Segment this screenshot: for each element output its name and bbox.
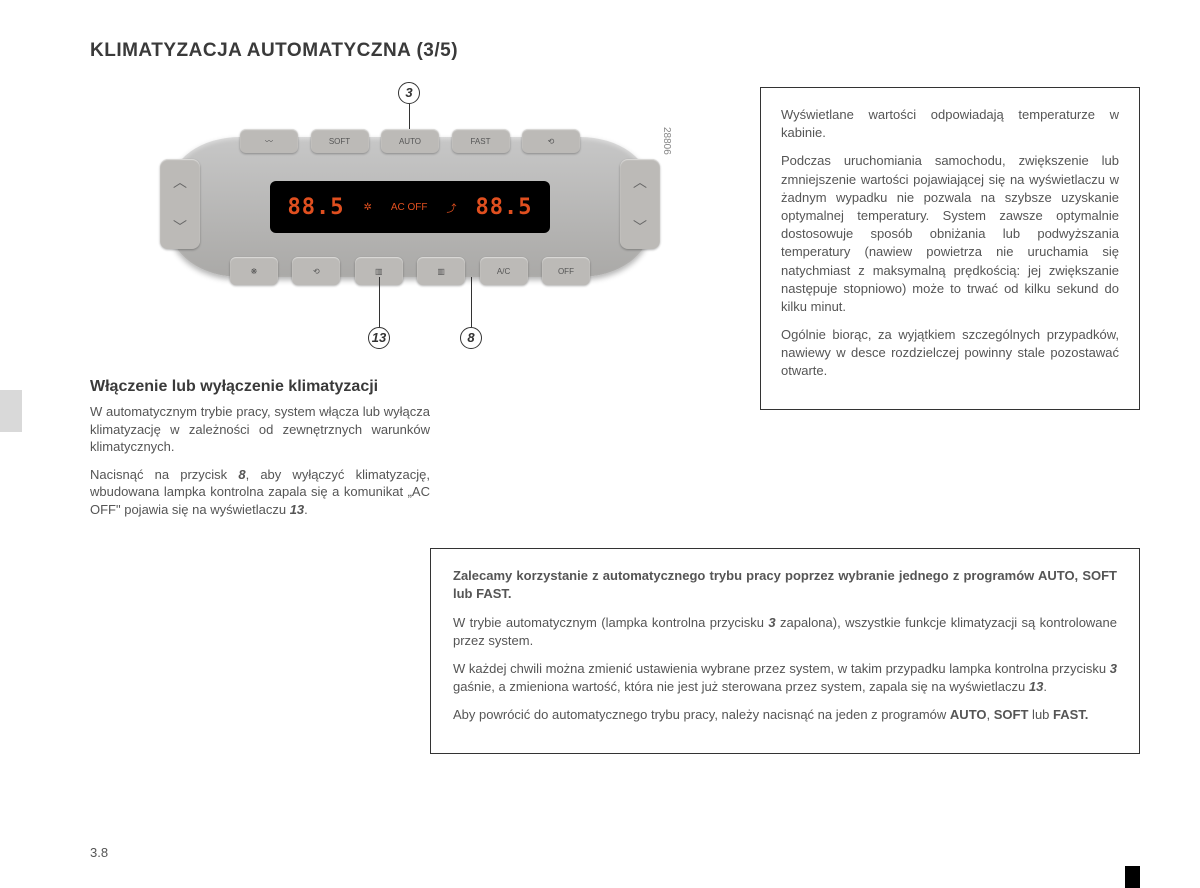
fan-icon: ✲ [363, 202, 371, 213]
left-column: 28806 3 ︿ ﹀ ︿ ﹀ 〰 [90, 87, 730, 528]
climate-control-panel: ︿ ﹀ ︿ ﹀ 〰 SOFT AUTO FAST ⟲ [170, 137, 650, 277]
bottom-btn-4: ▥ [417, 257, 465, 285]
bottom-btn-2: ⟲ [292, 257, 340, 285]
right-column: Wyświetlane wartości odpowiadają tempera… [760, 87, 1140, 528]
callout-13: 13 [368, 277, 390, 349]
wide-p1: Zalecamy korzystanie z automatycznego tr… [453, 567, 1117, 603]
corner-mark [1125, 866, 1140, 888]
manual-page: KLIMATYZACJA AUTOMATYCZNA (3/5) 28806 3 … [0, 0, 1200, 888]
left-rocker: ︿ ﹀ [160, 159, 200, 249]
info-box: Wyświetlane wartości odpowiadają tempera… [760, 87, 1140, 410]
content-grid: 28806 3 ︿ ﹀ ︿ ﹀ 〰 [90, 87, 1140, 528]
page-number: 3.8 [90, 845, 108, 860]
page-title: KLIMATYZACJA AUTOMATYCZNA (3/5) [90, 40, 1140, 62]
right-rocker: ︿ ﹀ [620, 159, 660, 249]
callout-8: 8 [460, 277, 482, 349]
callout-8-label: 8 [460, 327, 482, 349]
wide-p2: W trybie automatycznym (lampka kontrolna… [453, 614, 1117, 650]
wide-p4: Aby powrócić do automatycznego trybu pra… [453, 706, 1117, 724]
display-ac-off: AC OFF [391, 202, 428, 213]
info-p1: Wyświetlane wartości odpowiadają tempera… [781, 106, 1119, 142]
left-p2: Nacisnąć na przycisk 8, aby wyłączyć kli… [90, 466, 430, 519]
info-p2: Podczas uruchomiania samochodu, zwiększe… [781, 152, 1119, 316]
chevron-up-icon: ︿ [633, 172, 647, 192]
callout-13-label: 13 [368, 327, 390, 349]
top-button-row: 〰 SOFT AUTO FAST ⟲ [240, 129, 580, 153]
info-p3: Ogólnie biorąc, za wyjątkiem szczególnyc… [781, 326, 1119, 381]
section-heading: Włączenie lub wyłączenie klimatyzacji [90, 377, 730, 397]
display-temp-left: 88.5 [287, 195, 344, 220]
bottom-button-row: ❋ ⟲ ▥ ▥ A/C OFF [230, 257, 590, 285]
photo-id: 28806 [661, 127, 672, 155]
chevron-down-icon: ﹀ [173, 217, 187, 237]
bottom-btn-1: ❋ [230, 257, 278, 285]
recirc-button: ⟲ [522, 129, 580, 153]
bottom-btn-5: A/C [480, 257, 528, 285]
recommendation-box: Zalecamy korzystanie z automatycznego tr… [430, 548, 1140, 753]
callout-3-label: 3 [398, 82, 420, 104]
auto-button: AUTO [381, 129, 439, 153]
airflow-icon: ⤴ [446, 200, 456, 215]
soft-button: SOFT [311, 129, 369, 153]
chevron-up-icon: ︿ [173, 172, 187, 192]
left-p1: W automatycznym trybie pracy, system włą… [90, 403, 430, 456]
fan-button: 〰 [240, 129, 298, 153]
chevron-down-icon: ﹀ [633, 217, 647, 237]
fast-button: FAST [452, 129, 510, 153]
lcd-display: 88.5 ✲ AC OFF ⤴ 88.5 [270, 181, 550, 233]
display-temp-right: 88.5 [475, 195, 532, 220]
callout-3: 3 [398, 82, 420, 132]
wide-p3: W każdej chwili można zmienić ustawienia… [453, 660, 1117, 696]
climate-panel-figure: 28806 3 ︿ ﹀ ︿ ﹀ 〰 [130, 87, 690, 367]
bottom-btn-6: OFF [542, 257, 590, 285]
